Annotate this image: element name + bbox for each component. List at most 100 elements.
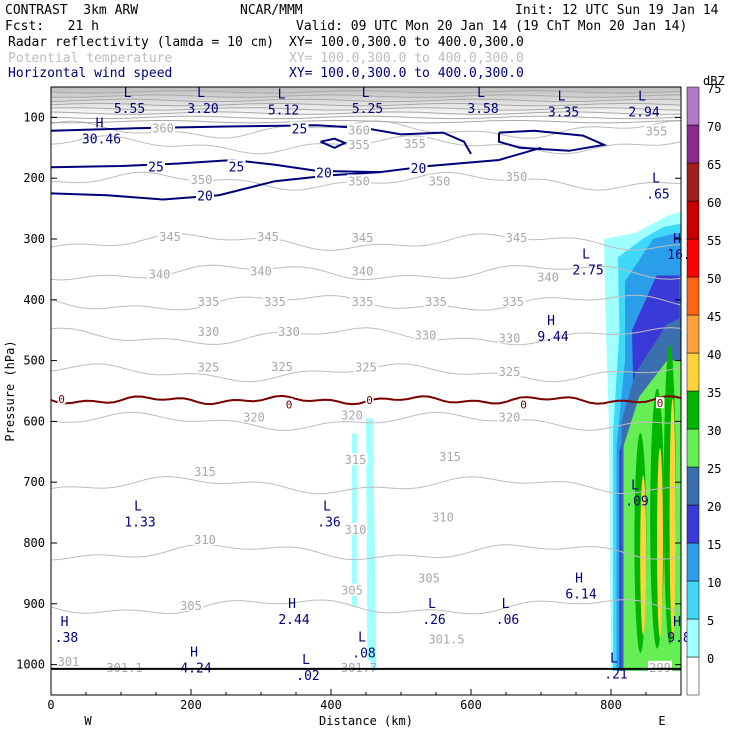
zero-label: 0 bbox=[58, 393, 65, 406]
extremum-value: 16. bbox=[667, 248, 690, 263]
theta-label-bg bbox=[536, 270, 560, 283]
theta-label-bg bbox=[340, 583, 364, 596]
theta-label: 360 bbox=[152, 122, 174, 136]
extremum-marker: L bbox=[610, 652, 618, 667]
y-tick-label: 1000 bbox=[16, 658, 45, 672]
wind-label: 25 bbox=[229, 160, 245, 175]
colorbar-level-label: 75 bbox=[707, 82, 721, 96]
theta-label-bg bbox=[242, 410, 266, 423]
extremum-value: .09 bbox=[625, 494, 648, 509]
extremum-marker: L bbox=[323, 500, 331, 515]
field-wind-xy: XY= 100.0,300.0 to 400.0,300.0 bbox=[289, 66, 524, 81]
echo-40dbz-core-c bbox=[669, 398, 676, 639]
field-theta-xy: XY= 100.0,300.0 to 400.0,300.0 bbox=[289, 51, 524, 66]
zero-label: 0 bbox=[657, 397, 664, 410]
theta-label-bg bbox=[277, 325, 301, 338]
theta-contour-330 bbox=[51, 327, 681, 346]
extremum-marker: H bbox=[61, 615, 69, 630]
extremum-value: .02 bbox=[296, 669, 319, 684]
theta-label: 350 bbox=[191, 173, 213, 187]
theta-label: 345 bbox=[352, 231, 374, 245]
colorbar-swatch bbox=[686, 200, 700, 240]
colorbar-level-label: 15 bbox=[707, 538, 721, 552]
zero-label-bg bbox=[519, 398, 528, 410]
extremum-value: 9.44 bbox=[537, 330, 568, 345]
colorbar-swatch bbox=[686, 428, 700, 468]
theta-label-bg bbox=[431, 510, 455, 523]
x-tick-label: 200 bbox=[180, 698, 202, 712]
colorbar-swatch bbox=[686, 466, 700, 506]
extremum-marker: H bbox=[575, 571, 583, 586]
theta-label: 315 bbox=[194, 465, 216, 479]
theta-label: 345 bbox=[159, 230, 181, 244]
theta-label-bg bbox=[501, 294, 525, 307]
theta-label: 320 bbox=[243, 410, 265, 424]
theta-label: 340 bbox=[149, 267, 171, 281]
theta-label: 350 bbox=[348, 174, 370, 188]
theta-label-bg bbox=[350, 231, 375, 243]
extremum-marker: H bbox=[96, 117, 104, 132]
extremum-marker: L bbox=[278, 87, 286, 102]
y-tick-label: 800 bbox=[23, 536, 45, 550]
theta-label: 340 bbox=[352, 264, 374, 278]
theta-contour-upper-4 bbox=[51, 107, 681, 111]
org-label: NCAR/MMM bbox=[240, 3, 303, 18]
extremum-value: 2.75 bbox=[572, 263, 603, 278]
theta-label-bg bbox=[403, 136, 427, 149]
wind-label-bg bbox=[315, 165, 333, 179]
theta-label-bg bbox=[189, 173, 214, 186]
theta-label: 305 bbox=[341, 584, 363, 598]
colorbar-swatch bbox=[686, 162, 700, 202]
extremum-value: 30.46 bbox=[82, 133, 121, 148]
extremum-marker: L bbox=[124, 86, 132, 101]
theta-label-bg bbox=[434, 632, 459, 645]
theta-label-bg bbox=[413, 328, 438, 341]
theta-label: 325 bbox=[271, 360, 293, 374]
wind-label-bg bbox=[196, 188, 214, 202]
y-tick-label: 900 bbox=[23, 597, 45, 611]
extremum-marker: L bbox=[197, 86, 205, 101]
extremum-marker: L bbox=[477, 86, 485, 101]
extremum-marker: L bbox=[362, 86, 370, 101]
theta-contour-345 bbox=[51, 233, 681, 251]
theta-label-bg bbox=[196, 360, 221, 373]
zero-label: 0 bbox=[520, 398, 527, 411]
y-tick-label: 400 bbox=[23, 293, 45, 307]
x-end-label-west: W bbox=[84, 714, 92, 728]
extremum-marker: L bbox=[631, 478, 639, 493]
extremum-marker: L bbox=[428, 597, 436, 612]
y-tick-label: 300 bbox=[23, 232, 45, 246]
theta-contour-310 bbox=[51, 543, 681, 561]
theta-label-bg bbox=[354, 360, 378, 373]
zero-label-bg bbox=[365, 394, 374, 406]
colorbar-level-label: 0 bbox=[707, 652, 714, 666]
extremum-marker: H bbox=[190, 646, 198, 661]
theta-label-bg bbox=[350, 264, 375, 277]
theta-label-bg bbox=[504, 170, 529, 183]
zero-label-bg bbox=[285, 398, 293, 410]
extremum-marker: L bbox=[502, 597, 510, 612]
colorbar-swatch bbox=[686, 124, 700, 164]
colorbar-level-label: 50 bbox=[707, 272, 721, 286]
echo-thin-band-a bbox=[352, 433, 357, 607]
colorbar-swatch bbox=[686, 86, 700, 126]
theta-contour-upper-6 bbox=[51, 115, 681, 120]
y-tick-label: 100 bbox=[23, 110, 45, 124]
extremum-value: 5.12 bbox=[268, 103, 299, 118]
theta-label: 350 bbox=[429, 174, 451, 188]
theta-label: 330 bbox=[198, 325, 220, 339]
init-label: Init: 12 UTC Sun 19 Jan 14 bbox=[515, 3, 719, 18]
colorbar-level-label: 60 bbox=[707, 196, 721, 210]
colorbar-swatch bbox=[686, 352, 700, 392]
valid-label: Valid: 09 UTC Mon 20 Jan 14 (19 ChT Mon … bbox=[296, 19, 688, 34]
colorbar-level-label: 30 bbox=[707, 424, 721, 438]
theta-label: 335 bbox=[425, 295, 447, 309]
zero-label-bg bbox=[57, 392, 66, 404]
theta-label-bg bbox=[350, 294, 375, 307]
extremum-value: 9.8 bbox=[667, 631, 690, 646]
theta-label: 325 bbox=[499, 365, 521, 379]
y-tick-label: 500 bbox=[23, 354, 45, 368]
wind-label-bg bbox=[290, 121, 309, 135]
theta-contour-upper-1 bbox=[51, 94, 681, 98]
x-tick-label: 800 bbox=[600, 698, 622, 712]
